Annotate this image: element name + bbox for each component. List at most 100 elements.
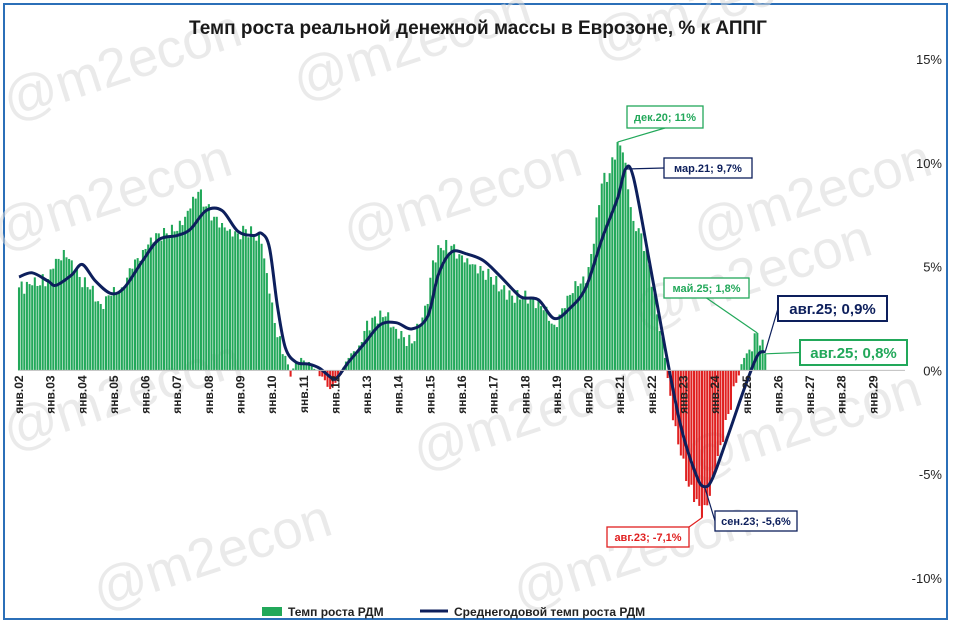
bar [693, 370, 696, 502]
bar [748, 349, 751, 371]
bar [144, 248, 147, 371]
bar [482, 270, 485, 371]
bar [574, 281, 577, 371]
bar [115, 293, 118, 371]
annotation-box [626, 105, 704, 129]
bar [611, 157, 614, 371]
bar [545, 306, 548, 371]
bar [716, 370, 719, 456]
bar [608, 173, 611, 371]
bar [426, 303, 429, 371]
x-tick-label: янв.14 [392, 375, 406, 414]
bar [363, 330, 366, 371]
bar [627, 189, 630, 371]
bar [703, 370, 706, 506]
bar [513, 302, 516, 371]
bar [352, 351, 355, 371]
bar [645, 249, 648, 371]
bar [57, 258, 60, 371]
bar [78, 276, 81, 371]
bar [460, 255, 464, 371]
x-tick-label: янв.18 [518, 375, 532, 414]
bar [537, 299, 540, 371]
bar [492, 284, 495, 371]
bar [685, 370, 688, 481]
bar [368, 330, 371, 371]
y-tick-label: -5% [919, 467, 943, 482]
bar [186, 210, 189, 371]
bar [355, 354, 358, 371]
bar [397, 338, 400, 371]
bar [621, 152, 624, 371]
bar [54, 258, 57, 371]
bar [97, 301, 100, 371]
bar [207, 204, 210, 371]
bar [563, 308, 566, 371]
bar [571, 293, 574, 371]
bar [532, 297, 535, 371]
x-tick-label: янв.02 [12, 375, 26, 414]
bar [648, 264, 651, 371]
bar [141, 249, 144, 371]
bar [679, 370, 682, 456]
bar [91, 285, 94, 371]
bar [128, 268, 131, 371]
bar [112, 287, 115, 371]
bar [439, 247, 442, 371]
annotation-box [663, 277, 750, 299]
bar [555, 327, 558, 371]
bar [466, 258, 469, 371]
legend-line-label: Среднегодовой темп роста РДМ [454, 605, 645, 619]
bar [719, 370, 722, 446]
bar [244, 229, 247, 371]
bar [395, 328, 398, 371]
bar [49, 269, 52, 371]
legend-bar-label: Темп роста РДМ [288, 605, 384, 619]
bar [62, 249, 65, 371]
bar [236, 233, 239, 371]
bar [487, 268, 490, 371]
bar [107, 295, 110, 371]
bar [376, 323, 379, 371]
bar [134, 259, 137, 371]
bar [603, 172, 606, 371]
line-series-path [18, 164, 766, 489]
bar [242, 225, 245, 371]
bar [635, 231, 638, 371]
bar [250, 226, 253, 371]
bar [358, 345, 361, 371]
bar [83, 277, 86, 371]
annotation-leader [706, 297, 758, 334]
bar [65, 257, 68, 371]
x-tick-label: янв.03 [44, 375, 58, 414]
x-tick-label: янв.10 [265, 375, 279, 414]
bar [637, 228, 640, 371]
bar [387, 312, 390, 371]
bar [41, 274, 44, 371]
annotation-box [606, 526, 690, 548]
bar [202, 206, 205, 371]
bar [682, 370, 685, 459]
bar [334, 370, 337, 383]
bar [210, 220, 213, 371]
chart-title: Темп роста реальной денежной массы в Евр… [189, 18, 767, 39]
annotation-box [714, 510, 798, 532]
bar [450, 245, 453, 371]
bar [252, 235, 255, 371]
bar [566, 295, 569, 371]
x-tick-label: янв.09 [234, 375, 248, 414]
x-tick-label: янв.05 [107, 375, 121, 414]
bar [178, 220, 181, 371]
bar [745, 353, 748, 371]
bar [94, 301, 97, 371]
bar [722, 370, 725, 442]
bar [658, 331, 661, 371]
bar [392, 326, 395, 371]
bar [271, 302, 274, 371]
annotation-leader [764, 308, 779, 352]
bar [518, 299, 522, 371]
bar [273, 322, 276, 371]
bar [337, 370, 340, 376]
bar [727, 370, 730, 414]
bar [318, 370, 321, 377]
